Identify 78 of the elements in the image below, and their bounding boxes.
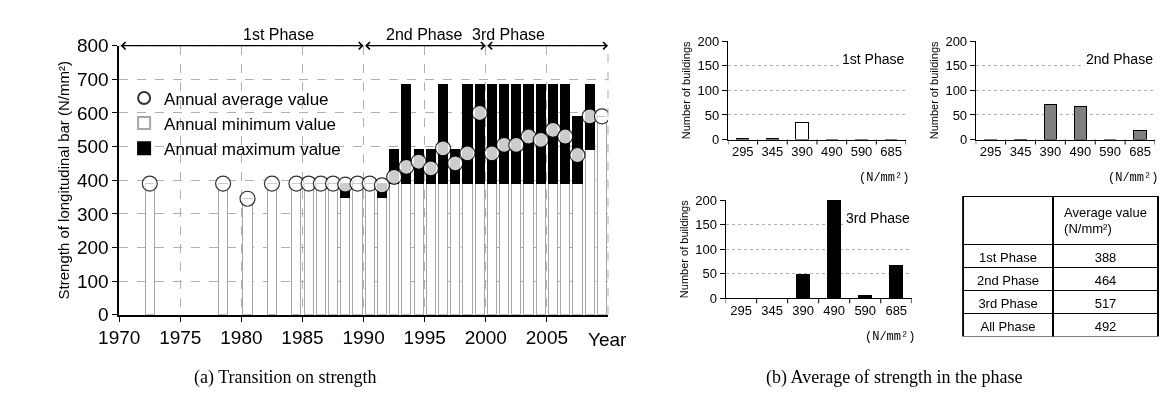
y-tick-label: 150: [697, 58, 720, 74]
x-tick-label: 685: [880, 144, 903, 160]
data-label: 388: [1094, 250, 1117, 266]
data-label: 464: [1094, 273, 1117, 289]
x-tick-label: 490: [1069, 144, 1092, 160]
x-axis-title: Year: [588, 329, 628, 350]
y-axis-title: Strength of longitudinal bar (N/mm²): [54, 61, 72, 300]
x-tick-label: 2005: [525, 327, 569, 349]
y-tick-label: 200: [695, 192, 718, 208]
x-tick-label: 390: [792, 303, 815, 319]
x-tick-label: 345: [761, 144, 784, 160]
y-tick-label: 100: [945, 82, 968, 98]
x-tick-label: 1980: [220, 327, 263, 349]
y-tick-label: 100: [697, 82, 720, 98]
text: (a) Transition on strength: [194, 367, 377, 388]
x-tick-label: 2000: [464, 327, 507, 349]
x-tick-label: 590: [1099, 144, 1122, 160]
y-tick-label: 300: [76, 203, 109, 225]
category-label: 1st Phase: [979, 250, 1037, 266]
data-label: 492: [1094, 319, 1117, 335]
x-tick-label: 295: [731, 144, 754, 160]
text: Average value (N/mm²): [1064, 204, 1147, 237]
y-tick-label: 0: [712, 132, 720, 148]
y-tick-label: 200: [697, 33, 720, 49]
x-tick-label: 1975: [159, 327, 202, 349]
text: 3rd Phase: [472, 26, 546, 43]
x-axis-title: (N/mm²): [859, 171, 910, 185]
x-tick-label: 1995: [403, 327, 446, 349]
y-tick-label: 600: [76, 102, 109, 124]
y-tick-label: 800: [76, 35, 109, 57]
y-tick-label: 700: [76, 69, 109, 90]
x-tick-label: 295: [979, 144, 1002, 160]
x-axis-title: (N/mm²): [1108, 171, 1159, 185]
text: 2nd Phase: [386, 26, 463, 43]
text: 1st Phase: [243, 26, 315, 43]
data-label: 517: [1094, 296, 1117, 312]
y-tick-label: 50: [952, 107, 968, 123]
y-axis-title: Number of buildings: [680, 40, 693, 140]
text: 1st Phase: [842, 51, 905, 67]
x-tick-label: 1990: [342, 327, 385, 349]
category-label: All Phase: [980, 319, 1036, 335]
y-tick-label: 500: [76, 136, 109, 158]
x-tick-label: 685: [1129, 144, 1151, 160]
y-tick-label: 150: [945, 58, 968, 74]
y-tick-label: 200: [945, 33, 968, 49]
y-tick-label: 200: [76, 237, 109, 259]
y-tick-label: 0: [959, 132, 968, 148]
x-axis-title: (N/mm²): [865, 330, 916, 344]
x-tick-label: 490: [820, 144, 843, 160]
x-tick-label: 345: [761, 303, 784, 319]
y-axis-title: Number of buildings: [677, 199, 690, 299]
text: 3rd Phase: [846, 210, 911, 226]
x-tick-label: 1985: [281, 327, 324, 349]
y-tick-label: 150: [695, 217, 718, 233]
text: 2nd Phase: [1086, 51, 1154, 67]
legend-label: Annual maximum value: [164, 139, 341, 159]
y-tick-label: 50: [704, 107, 720, 123]
x-tick-label: 1970: [98, 327, 141, 349]
x-tick-label: 295: [730, 303, 752, 319]
x-tick-label: 590: [850, 144, 873, 160]
y-tick-label: 400: [76, 169, 109, 191]
x-tick-label: 390: [1039, 144, 1062, 160]
y-tick-label: 0: [98, 304, 109, 326]
x-tick-label: 345: [1009, 144, 1032, 160]
x-tick-label: 590: [854, 303, 877, 319]
y-tick-label: 100: [695, 241, 718, 257]
y-tick-label: 0: [709, 290, 718, 306]
category-label: 2nd Phase: [976, 273, 1040, 289]
y-tick-label: 50: [702, 266, 718, 282]
y-tick-label: 100: [76, 270, 109, 292]
legend-label: Annual average value: [164, 89, 329, 109]
category-label: 3rd Phase: [978, 296, 1038, 312]
x-tick-label: 490: [823, 303, 846, 319]
y-axis-title: Number of buildings: [928, 40, 941, 140]
text: (b) Average of strength in the phase: [766, 367, 1023, 388]
x-tick-label: 390: [791, 144, 813, 160]
legend-label: Annual minimum value: [164, 114, 337, 134]
x-tick-label: 685: [885, 303, 908, 319]
